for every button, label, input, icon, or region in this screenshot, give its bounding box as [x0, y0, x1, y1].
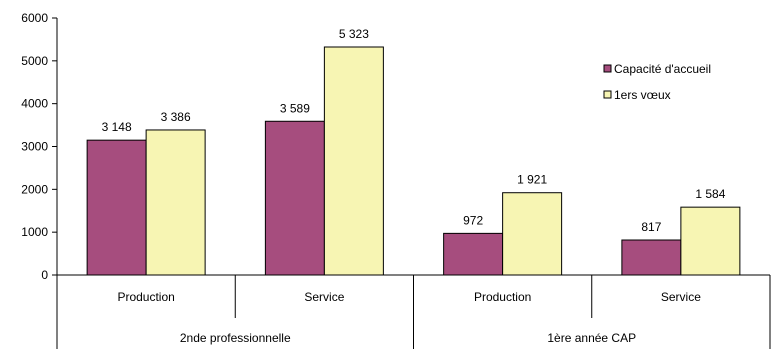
y-tick-label: 2000 [21, 182, 48, 196]
bar [680, 206, 741, 276]
legend-label: Capacité d'accueil [614, 62, 711, 76]
group-label: 2nde professionnelle [180, 331, 291, 345]
y-tick-label: 0 [41, 268, 48, 282]
data-label: 5 323 [339, 27, 369, 41]
bar [145, 129, 206, 276]
legend-label: 1ers vœux [614, 88, 671, 102]
data-labels: 3 148 3 386 3 589 5 323 972 1 921 817 1 584 [102, 27, 726, 234]
y-tick-label: 6000 [21, 11, 48, 25]
x-tick-label: Service [304, 290, 344, 304]
y-tick-label: 3000 [21, 140, 48, 154]
x-tick-label: Production [117, 290, 174, 304]
bar [86, 139, 147, 276]
data-label: 972 [463, 213, 483, 227]
y-tick-label: 4000 [21, 97, 48, 111]
bar [443, 232, 504, 276]
group-label: 1ère année CAP [547, 331, 636, 345]
legend: Capacité d'accueil 1ers vœux [603, 62, 711, 102]
bar [264, 120, 325, 276]
data-label: 3 589 [280, 101, 310, 115]
legend-swatch [603, 64, 612, 73]
x-tick-label: Service [661, 290, 701, 304]
bars [86, 46, 741, 276]
bar [502, 192, 563, 276]
legend-swatch [603, 90, 612, 99]
data-label: 3 148 [102, 120, 132, 134]
axes: 0 1000 2000 3000 4000 5000 6000 Production Servi… [21, 11, 771, 349]
data-label: 3 386 [161, 110, 191, 124]
y-tick-label: 5000 [21, 54, 48, 68]
data-label: 1 921 [517, 173, 547, 187]
data-label: 817 [641, 220, 661, 234]
bar [621, 239, 682, 276]
x-tick-label: Production [474, 290, 531, 304]
y-tick-label: 1000 [21, 225, 48, 239]
data-label: 1 584 [695, 187, 725, 201]
bar [323, 46, 384, 276]
